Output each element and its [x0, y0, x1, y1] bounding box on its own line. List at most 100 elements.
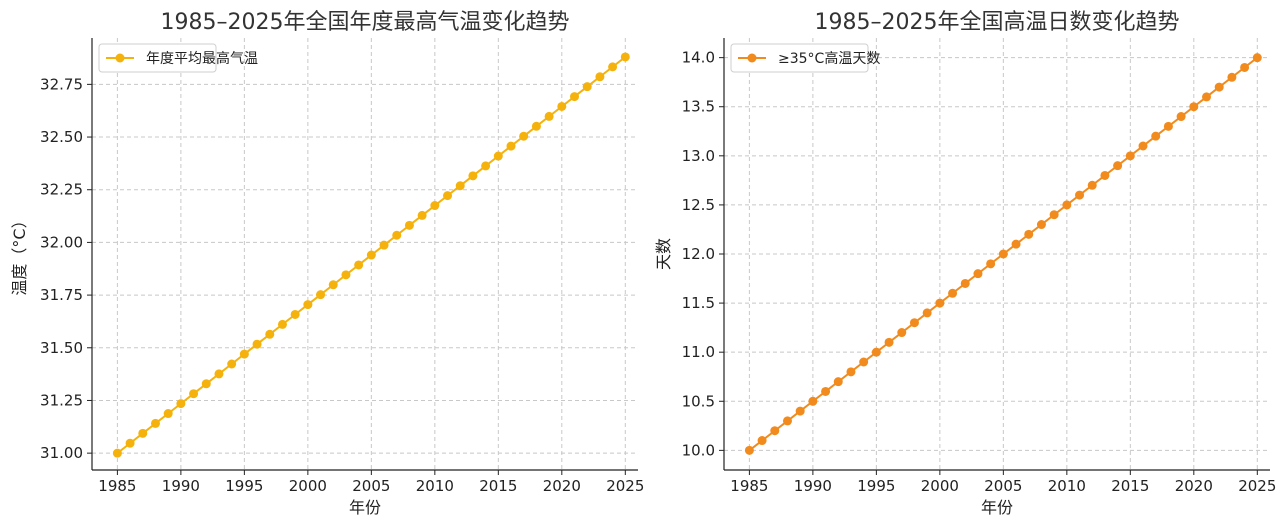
axes: [91, 38, 638, 471]
data-point: [189, 389, 199, 399]
data-point: [808, 396, 818, 406]
x-tick-label: 1990: [162, 477, 200, 495]
legend-label: ≥35°C高温天数: [778, 50, 880, 67]
data-point: [1011, 239, 1021, 249]
x-tick-label: 1990: [794, 477, 832, 495]
data-point: [922, 308, 932, 318]
y-ticks: 10.0 10.5 11.0 11.5 12.0 12.5 13.0 13.5 14.0: [682, 49, 724, 459]
data-point: [998, 249, 1008, 259]
legend: 年度平均最高气温: [98, 43, 258, 73]
data-point: [227, 359, 237, 369]
data-point: [582, 82, 592, 92]
data-point: [935, 298, 945, 308]
data-point: [531, 121, 541, 131]
x-tick-label: 2020: [1175, 477, 1213, 495]
y-tick-label: 10.5: [682, 392, 715, 410]
data-point: [290, 309, 300, 319]
x-tick-label: 2015: [479, 477, 517, 495]
data-point: [973, 269, 983, 279]
data-point: [757, 436, 767, 446]
data-point: [744, 445, 754, 455]
data-point: [1125, 151, 1135, 161]
chart-title: 1985–2025年全国高温日数变化趋势: [815, 10, 1180, 35]
x-tick-label: 2020: [543, 477, 581, 495]
data-point: [1240, 62, 1250, 72]
data-point: [544, 111, 554, 121]
data-point: [1024, 229, 1034, 239]
x-tick-label: 1995: [225, 477, 263, 495]
data-point: [176, 399, 186, 409]
y-axis-label: 天数: [654, 238, 673, 270]
y-tick-label: 14.0: [682, 49, 715, 67]
y-tick-label: 31.75: [40, 286, 83, 304]
data-point: [417, 210, 427, 220]
y-tick-label: 12.5: [682, 196, 715, 214]
legend: ≥35°C高温天数: [730, 43, 880, 73]
y-tick-label: 32.50: [40, 128, 83, 146]
y-tick-label: 12.0: [682, 245, 715, 263]
x-axis-label: 年份: [349, 498, 381, 517]
x-tick-label: 2000: [921, 477, 959, 495]
data-point: [1075, 190, 1085, 200]
x-tick-label: 2010: [416, 477, 454, 495]
data-point: [884, 337, 894, 347]
y-axis-label: 温度（°C）: [10, 212, 29, 295]
x-tick-label: 2000: [289, 477, 327, 495]
data-point: [570, 92, 580, 102]
data-point: [1189, 102, 1199, 112]
data-point: [608, 62, 618, 72]
max-temperature-chart: 1985–2025年全国年度最高气温变化趋势 1985 1990 1995 2000 2…: [10, 10, 644, 517]
x-tick-label: 2015: [1111, 477, 1149, 495]
data-point: [392, 230, 402, 240]
data-point: [1036, 220, 1046, 230]
data-point: [595, 72, 605, 82]
hot-days-chart: 1985–2025年全国高温日数变化趋势 1985 1990 1995 2000 200…: [654, 10, 1276, 517]
data-point: [379, 240, 389, 250]
data-point: [443, 191, 453, 201]
legend-label: 年度平均最高气温: [146, 50, 258, 67]
data-point: [909, 318, 919, 328]
y-tick-label: 31.50: [40, 339, 83, 357]
data-point: [468, 171, 478, 181]
data-point: [150, 418, 160, 428]
y-tick-label: 10.0: [682, 441, 715, 459]
data-point: [239, 349, 249, 359]
y-tick-label: 31.00: [40, 444, 83, 462]
data-point: [506, 141, 516, 151]
x-tick-label: 1995: [857, 477, 895, 495]
data-point: [948, 288, 958, 298]
data-point: [1214, 82, 1224, 92]
data-point: [265, 329, 275, 339]
data-point: [201, 379, 211, 389]
data-point: [859, 357, 869, 367]
gridlines: [724, 38, 1270, 470]
data-point: [782, 416, 792, 426]
x-tick-label: 2025: [606, 477, 644, 495]
data-point: [795, 406, 805, 416]
data-point: [277, 319, 287, 329]
series-layer: [744, 53, 1262, 455]
x-axis-label: 年份: [981, 498, 1013, 517]
data-point: [316, 290, 326, 300]
x-tick-label: 1985: [730, 477, 768, 495]
data-point: [1252, 53, 1262, 63]
data-point: [430, 201, 440, 211]
data-point: [404, 220, 414, 230]
data-point: [1163, 121, 1173, 131]
y-tick-label: 13.5: [682, 98, 715, 116]
legend-frame: [98, 43, 217, 73]
data-point: [871, 347, 881, 357]
y-tick-label: 32.75: [40, 75, 83, 93]
data-point: [366, 250, 376, 260]
y-tick-label: 31.25: [40, 391, 83, 409]
y-tick-label: 11.0: [682, 343, 715, 361]
data-point: [214, 369, 224, 379]
data-point: [328, 280, 338, 290]
data-point: [112, 448, 122, 458]
data-point: [138, 428, 148, 438]
chart-title: 1985–2025年全国年度最高气温变化趋势: [161, 10, 570, 35]
data-point: [1227, 72, 1237, 82]
gridlines: [92, 38, 638, 470]
